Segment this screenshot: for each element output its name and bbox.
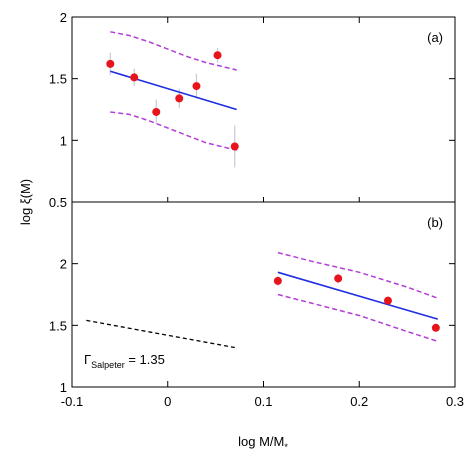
salpeter-subscript: Salpeter <box>91 360 125 370</box>
y-tick-label: 0.5 <box>49 195 67 210</box>
data-point <box>273 276 282 285</box>
y-axis-label: log ξ(M) <box>18 179 33 225</box>
x-axis: -0.1 0 0.1 0.2 0.3 <box>61 17 464 409</box>
data-point <box>106 59 115 68</box>
x-axis-label-subscript: * <box>284 442 288 452</box>
x-tick-label: -0.1 <box>61 394 83 409</box>
data-point <box>230 142 239 151</box>
data-point <box>213 51 222 60</box>
data-point <box>383 296 392 305</box>
y-tick-label: 1.5 <box>49 318 67 333</box>
gamma-symbol: Γ <box>84 352 91 367</box>
fit-line <box>277 271 438 320</box>
y-tick-label: 1 <box>60 380 67 395</box>
lower-confidence-band <box>110 111 237 151</box>
data-point <box>431 323 440 332</box>
panel-a: 0.5 1 1.5 2 (a) <box>49 10 455 210</box>
data-point <box>334 274 343 283</box>
salpeter-line <box>86 319 235 349</box>
salpeter-value: = 1.35 <box>125 352 165 367</box>
panel-b: 1 1.5 2 (b) <box>49 215 455 395</box>
x-tick-label: 0.1 <box>254 394 272 409</box>
data-point <box>175 94 184 103</box>
data-point <box>130 73 139 82</box>
y-tick-label: 2 <box>60 10 67 25</box>
fit-line <box>110 70 237 111</box>
panel-label: (a) <box>427 30 443 45</box>
upper-confidence-band <box>277 251 439 299</box>
x-tick-label: 0.3 <box>446 394 464 409</box>
panel-label: (b) <box>427 215 443 230</box>
data-point <box>192 82 201 91</box>
y-tick-label: 1.5 <box>49 72 67 87</box>
data-point <box>152 107 161 116</box>
y-tick-label: 1 <box>60 133 67 148</box>
x-tick-label: 0 <box>164 394 171 409</box>
y-tick-label: 2 <box>60 257 67 272</box>
x-axis-label-main: log M/M <box>238 434 284 449</box>
x-tick-label: 0.2 <box>350 394 368 409</box>
x-axis-label: log M/M* <box>238 434 288 452</box>
lower-confidence-band <box>277 293 439 343</box>
upper-confidence-band <box>110 31 237 71</box>
salpeter-annotation: ΓSalpeter = 1.35 <box>84 352 165 370</box>
